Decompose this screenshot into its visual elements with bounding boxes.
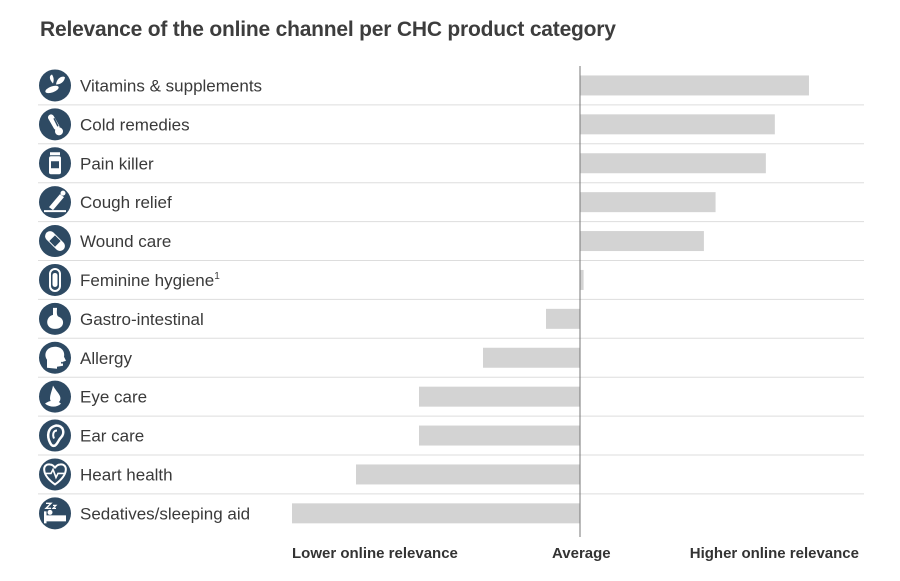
bar: [580, 114, 775, 135]
category-label: Cough relief: [80, 193, 172, 212]
category-label: Gastro-intestinal: [80, 310, 204, 329]
bandage-icon: [39, 225, 71, 258]
higher-relevance-label: Higher online relevance: [689, 545, 859, 562]
lower-relevance-label: Lower online relevance: [292, 545, 458, 562]
bar: [419, 386, 580, 407]
eye-drops-icon: [39, 380, 71, 413]
category-label: Eye care: [80, 388, 147, 407]
bar: [580, 269, 584, 290]
average-label: Average: [552, 545, 611, 562]
category-label: Allergy: [80, 349, 132, 368]
bar: [580, 192, 716, 213]
bar: [580, 75, 809, 96]
bar: [580, 231, 704, 252]
category-label: Sedatives/sleeping aid: [80, 504, 250, 523]
thermometer-icon: [39, 108, 71, 141]
bar: [580, 153, 766, 174]
category-label: Wound care: [80, 232, 171, 251]
ear-icon: [39, 419, 71, 452]
vitamins-icon: [39, 69, 71, 102]
heart-pulse-icon: [39, 458, 71, 491]
pill-bottle-icon: [39, 147, 71, 180]
bar: [546, 308, 580, 329]
bar: [292, 503, 580, 524]
category-label: Vitamins & supplements: [80, 76, 262, 95]
category-label: Ear care: [80, 427, 144, 446]
allergy-head-icon: [39, 341, 71, 374]
sleeping-icon: [39, 497, 71, 530]
bar: [356, 464, 580, 485]
category-label: Heart health: [80, 465, 173, 484]
pad-icon: [39, 263, 71, 296]
cough-syrup-icon: [39, 186, 71, 219]
category-label: Cold remedies: [80, 115, 190, 134]
stomach-icon: [39, 302, 71, 335]
chart-title: Relevance of the online channel per CHC …: [40, 18, 616, 41]
bar: [419, 425, 580, 446]
category-label: Pain killer: [80, 154, 154, 173]
bar: [483, 347, 580, 368]
category-label: Feminine hygiene1: [80, 271, 220, 290]
